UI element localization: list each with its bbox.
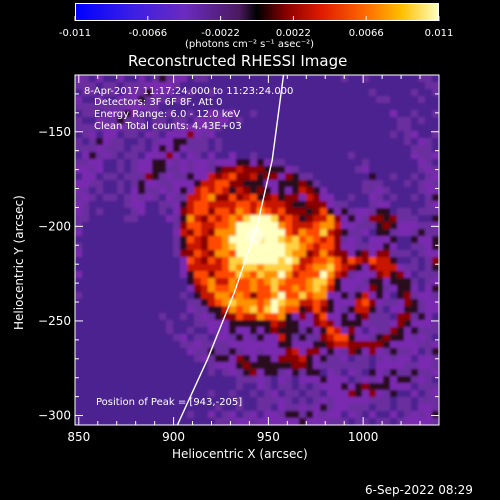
colorbar-tick-label: -0.011 [59, 28, 91, 39]
peak-position-label: Position of Peak = [943,-205] [96, 397, 243, 408]
peak-marker [246, 226, 265, 245]
annotation-energy-range: Energy Range: 6.0 - 12.0 keV [94, 109, 241, 120]
y-tick-label: −250 [38, 314, 71, 328]
y-axis-label: Heliocentric Y (arcsec) [12, 195, 26, 330]
colorbar-tick-label: -0.0022 [201, 28, 240, 39]
colorbar-ticks: -0.011 -0.0066 -0.0022 0.0022 0.0066 0.011 [59, 16, 454, 39]
x-tick-label: 1000 [348, 430, 379, 444]
x-tick-label: 850 [67, 430, 90, 444]
chart-title: Reconstructed RHESSI Image [128, 52, 348, 70]
annotation-clean-counts: Clean Total counts: 4.43E+03 [94, 121, 242, 132]
heatmap-image [75, 75, 439, 425]
y-tick-label: −200 [38, 219, 71, 233]
colorbar-tick-label: -0.0066 [128, 28, 167, 39]
x-tick-label: 950 [257, 430, 280, 444]
annotation-detectors: Detectors: 3F 6F 8F, Att 0 [94, 97, 223, 108]
plot-frame [74, 74, 440, 426]
y-tick-label: −150 [38, 125, 71, 139]
colorbar [75, 3, 439, 21]
footer-date: 6-Sep-2022 08:29 [365, 483, 473, 497]
colorbar-unit-label: (photons cm⁻² s⁻¹ asec⁻²) [185, 39, 315, 50]
solar-limb-curve [176, 75, 285, 425]
annotation-time-range: 8-Apr-2017 11:17:24.000 to 11:23:24.000 [84, 86, 294, 97]
colorbar-tick-label: 0.011 [425, 28, 454, 39]
x-tick-label: 900 [162, 430, 185, 444]
colorbar-tick-label: 0.0022 [276, 28, 311, 39]
colorbar-tick-label: 0.0066 [349, 28, 384, 39]
y-tick-label: −300 [38, 409, 71, 423]
x-axis-label: Heliocentric X (arcsec) [172, 447, 308, 461]
